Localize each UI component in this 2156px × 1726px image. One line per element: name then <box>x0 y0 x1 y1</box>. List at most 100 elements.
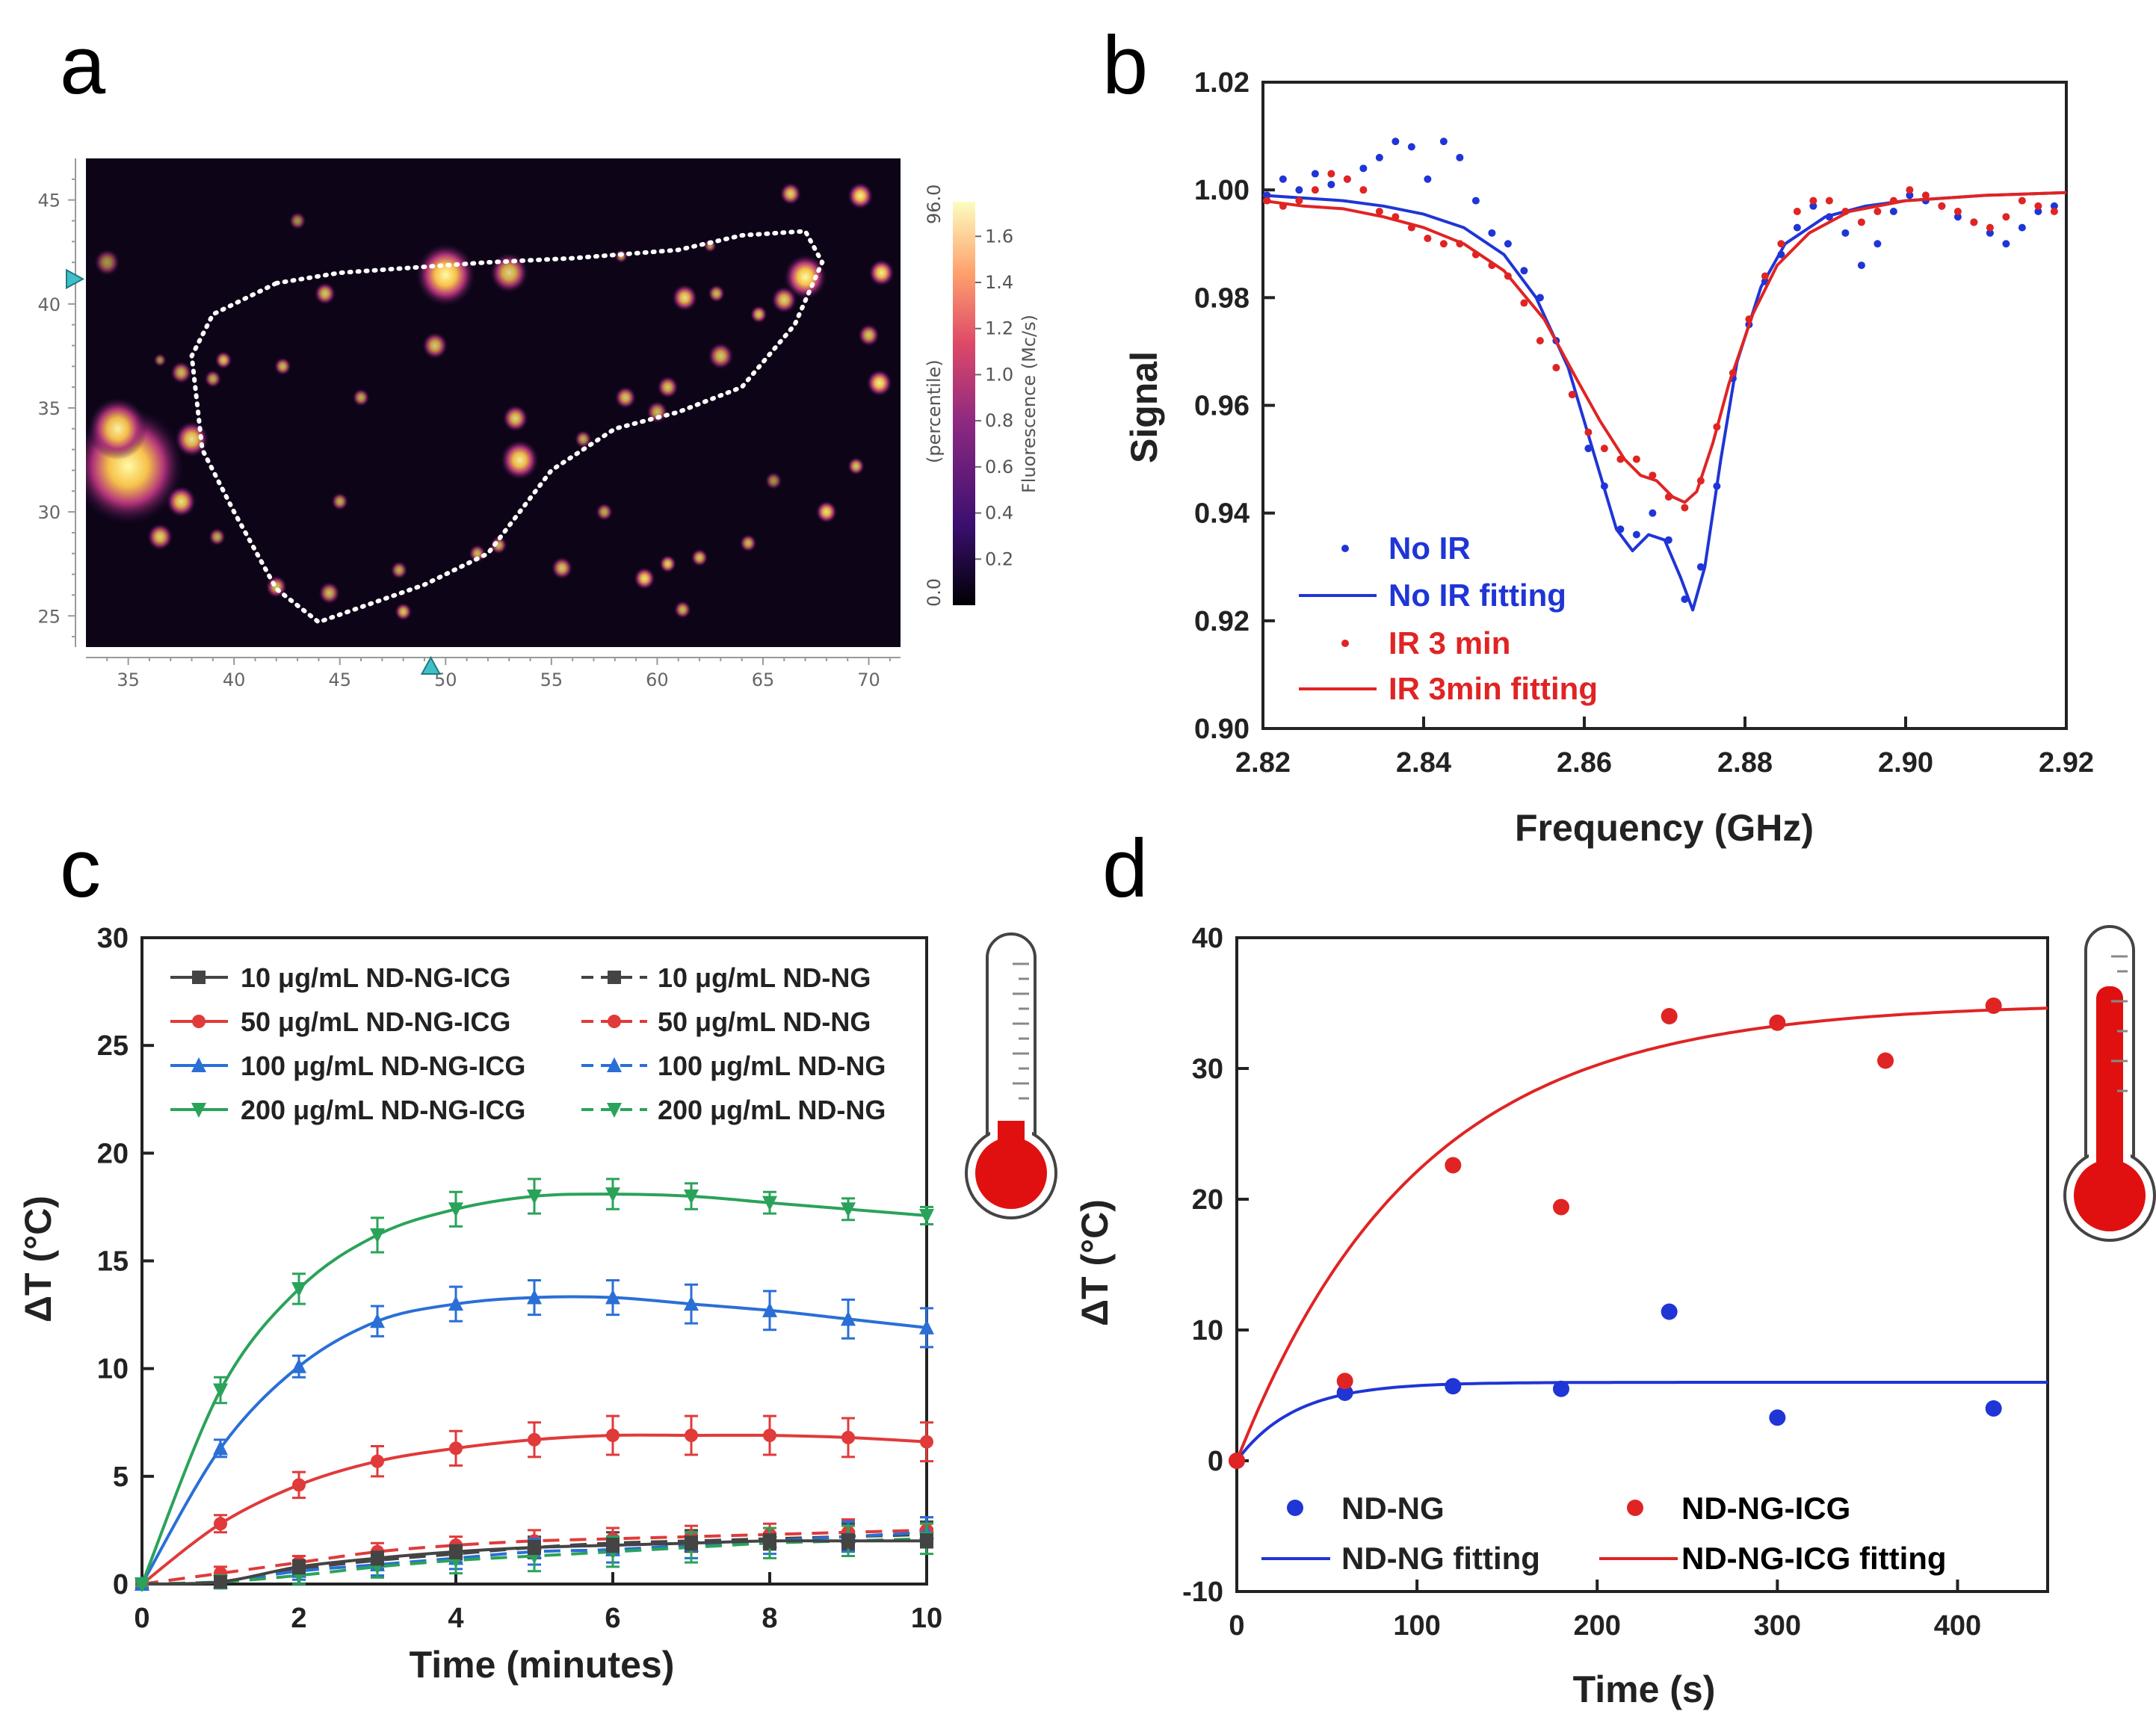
data-point-200-g-ml-nd-ng-icg <box>762 1195 777 1211</box>
legend-b: No IR No IR fitting IR 3 min IR 3min fit… <box>1299 531 1598 706</box>
y-tick-label: 0.90 <box>1194 714 1250 745</box>
data-point-ir-3-min <box>1825 197 1833 205</box>
x-tick-label: 6 <box>605 1603 620 1634</box>
legend-label-no-ir-fit: No IR fitting <box>1389 578 1566 613</box>
data-point-no-ir <box>1295 186 1303 194</box>
colorbar-tick-label: 0.4 <box>985 503 1013 524</box>
data-point-ir-3-min <box>1681 504 1689 512</box>
fit-line-nd-ng-fitting <box>1235 1381 2048 1462</box>
data-point-ir-3-min <box>1921 191 1930 199</box>
y-tick-label: 20 <box>97 1138 129 1169</box>
series-line-100-g-ml-nd-ng-icg <box>140 1295 927 1585</box>
heatmap-spot <box>502 405 528 432</box>
data-point-no-ir <box>2018 223 2026 232</box>
data-point-50-g-ml-nd-ng-icg <box>214 1517 227 1531</box>
data-point-200-g-ml-nd-ng-icg <box>370 1228 385 1243</box>
data-point-nd-ng <box>1769 1409 1786 1426</box>
data-point-ir-3-min <box>1857 218 1865 226</box>
data-point-no-ir <box>1857 262 1865 270</box>
data-point-10-g-ml-nd-ng-icg <box>841 1534 855 1548</box>
colorbar-sub-label: (percentile) <box>924 359 945 463</box>
heatmap-spot <box>489 536 507 554</box>
heatmap-spot <box>352 389 370 406</box>
colorbar-min-label: 0.0 <box>924 578 945 607</box>
x-tick-label: 2.82 <box>1235 747 1291 779</box>
data-point-no-ir <box>1279 175 1287 183</box>
legend-label-ir-fit: IR 3min fitting <box>1389 671 1598 706</box>
data-point-200-g-ml-nd-ng-icg <box>213 1383 228 1399</box>
heatmap-spot <box>551 557 573 580</box>
y-tick-label: 35 <box>37 398 61 419</box>
plot-frame-d <box>1235 936 2049 1593</box>
data-point-50-g-ml-nd-ng-icg <box>528 1432 541 1447</box>
legend-label: 50 μg/mL ND-NG-ICG <box>241 1006 510 1037</box>
data-point-ir-3-min <box>2002 213 2010 221</box>
data-point-no-ir <box>2050 202 2058 210</box>
y-marker-icon[interactable] <box>66 268 85 290</box>
data-point-200-g-ml-nd-ng-icg <box>448 1202 463 1218</box>
series-b <box>1262 137 2067 612</box>
legend-label-no-ir: No IR <box>1389 531 1471 566</box>
heatmap-spot <box>596 503 613 521</box>
y-tick-label: 20 <box>1192 1184 1223 1216</box>
colorbar-ticks: 0.2 0.4 0.6 0.8 1.0 1.2 1.4 1.6 <box>975 226 1013 569</box>
legend-label-nd-ng-icg: ND-NG-ICG <box>1681 1491 1850 1526</box>
x-tick-label: 60 <box>646 669 669 690</box>
heatmap-spot <box>209 528 226 546</box>
data-point-nd-ng <box>1445 1378 1462 1395</box>
heatmap-spot <box>147 523 173 551</box>
data-point-no-ir <box>2002 240 2010 248</box>
data-point-50-g-ml-nd-ng-icg <box>763 1429 776 1443</box>
data-point-nd-ng-icg <box>1553 1198 1569 1216</box>
heatmap-spot <box>868 259 895 286</box>
data-point-ir-3-min <box>2050 208 2058 215</box>
data-point-ir-3-min <box>1295 197 1303 205</box>
colorbar-tick-label: 1.4 <box>985 272 1013 293</box>
data-point-no-ir <box>1471 197 1480 205</box>
legend-marker-nd-ng <box>1287 1500 1303 1516</box>
legend-label-ir: IR 3 min <box>1389 625 1510 661</box>
data-point-ir-3-min <box>2034 202 2042 210</box>
data-point-nd-ng-icg <box>1445 1157 1462 1174</box>
data-point-ir-3-min <box>2018 197 2026 205</box>
y-tick-label: 1.02 <box>1194 67 1250 99</box>
x-tick-label: 65 <box>752 669 775 690</box>
heatmap-spot <box>288 211 306 230</box>
data-point-no-ir <box>1327 180 1335 188</box>
heatmap-spot <box>395 602 413 621</box>
y-tick-label: 30 <box>37 502 61 523</box>
x-axis-title-c: Time (minutes) <box>410 1644 675 1686</box>
fit-line-no-ir-fitting <box>1262 191 2067 612</box>
heatmap-spot <box>575 430 592 448</box>
data-point-200-g-ml-nd-ng-icg <box>527 1190 542 1204</box>
data-point-ir-3-min <box>1311 186 1319 194</box>
colorbar-tick-label: 1.0 <box>985 364 1013 385</box>
y-tick-label: 30 <box>1192 1054 1223 1085</box>
data-point-ir-3-min <box>1520 299 1528 307</box>
data-point-no-ir <box>1793 223 1801 232</box>
heatmap-spot <box>500 439 539 480</box>
data-point-10-g-ml-nd-ng-icg <box>528 1540 541 1554</box>
data-point-10-g-ml-nd-ng-icg <box>920 1534 933 1548</box>
legend-marker <box>191 1103 206 1118</box>
data-point-ir-3-min <box>1600 445 1608 453</box>
x-tick-label: 2.84 <box>1396 747 1451 779</box>
y-tick-label: 5 <box>113 1461 129 1493</box>
x-axis-title-b: Frequency (GHz) <box>1515 807 1814 849</box>
data-point-ir-3-min <box>1343 175 1351 183</box>
data-point-50-g-ml-nd-ng-icg <box>292 1478 306 1492</box>
data-point-ir-3-min <box>1809 197 1817 205</box>
data-point-no-ir <box>1488 229 1496 237</box>
legend-label-nd-ng: ND-NG <box>1341 1491 1445 1526</box>
x-tick-label: 2.90 <box>1878 747 1933 779</box>
legend-marker <box>607 1103 622 1118</box>
y-axis-title-b: Signal <box>1123 351 1165 463</box>
heatmap-spots <box>86 182 895 621</box>
legend-d: ND-NG ND-NG-ICG ND-NG fitting ND-NG-ICG … <box>1261 1491 1947 1576</box>
legend-marker <box>608 971 621 984</box>
data-point-nd-ng <box>1553 1380 1569 1397</box>
heatmap-spot <box>314 282 336 305</box>
heatmap-spot <box>674 601 691 619</box>
data-point-10-g-ml-nd-ng-icg <box>449 1544 463 1559</box>
x-marker-icon[interactable] <box>420 655 442 675</box>
